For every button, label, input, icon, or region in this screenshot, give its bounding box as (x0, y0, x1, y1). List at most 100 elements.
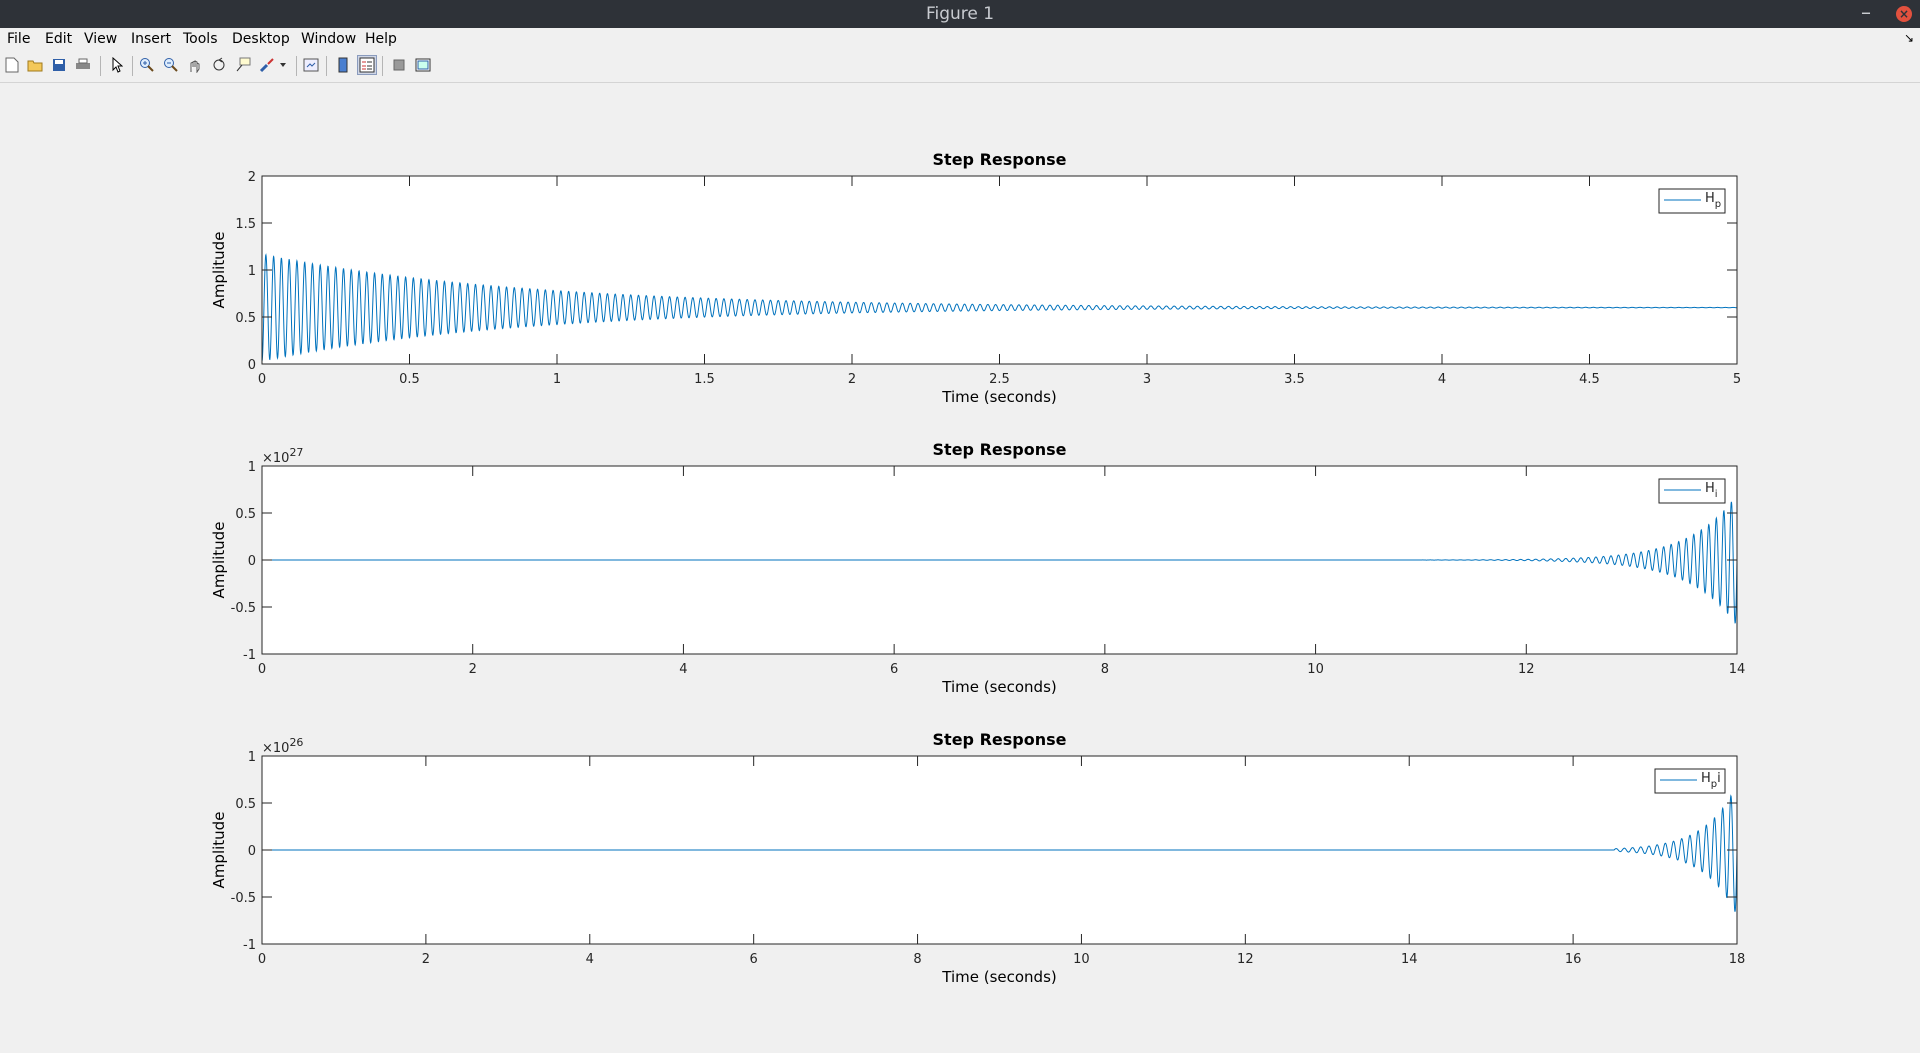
toolbar-separator (100, 56, 101, 76)
y-tick-label: 1 (248, 460, 256, 475)
x-tick-label: 12 (1237, 952, 1254, 967)
y-tick-label: -1 (243, 648, 256, 663)
menu-window[interactable]: Window (301, 31, 357, 47)
x-tick-label: 0 (258, 372, 266, 387)
y-axis-label: Amplitude (210, 232, 228, 309)
toolbar-separator (132, 56, 133, 76)
legend: Hpi (1654, 768, 1726, 794)
legend-entry-label: Hpi (1701, 771, 1721, 790)
show-plot-tools-icon[interactable] (414, 56, 432, 74)
data-cursor-icon[interactable] (234, 56, 252, 74)
x-tick-label: 5 (1733, 372, 1741, 387)
legend-label-suffix: i (1717, 771, 1721, 786)
menu-edit[interactable]: Edit (45, 31, 73, 47)
x-tick-label: 6 (750, 952, 758, 967)
subplot-1: 0 0.5 1 1.5 2 2.5 3 3.5 4 4.5 5 0 0.5 1 1.5 2 Step Respo… (210, 150, 1741, 406)
insert-legend-icon[interactable] (357, 55, 377, 75)
rotate-3d-icon[interactable] (210, 56, 228, 74)
legend-label-subscript: i (1715, 489, 1718, 500)
brush-dropdown-icon[interactable] (278, 56, 288, 74)
menu-desktop[interactable]: Desktop (232, 31, 290, 47)
menu-insert[interactable]: Insert (131, 31, 172, 47)
y-tick-label: 0 (248, 554, 256, 569)
legend-label-subscript: p (1715, 199, 1721, 210)
x-tick-label: 0 (258, 952, 266, 967)
link-plot-icon[interactable] (302, 56, 320, 74)
toolbar-separator (382, 56, 383, 76)
y-axis-label: Amplitude (210, 522, 228, 599)
y-tick-label: 0.5 (235, 797, 256, 812)
x-tick-label: 3.5 (1284, 372, 1305, 387)
exponent-base: ×10 (262, 741, 289, 756)
x-tick-label: 2 (469, 662, 477, 677)
y-exponent-label: ×1026 (262, 736, 303, 756)
insert-colorbar-icon[interactable] (334, 56, 352, 74)
legend-label-base: H (1705, 191, 1715, 206)
subplot-title: Step Response (933, 730, 1067, 749)
exponent-base: ×10 (262, 451, 289, 466)
y-exponent-label: ×1027 (262, 446, 303, 466)
save-icon[interactable] (50, 56, 68, 74)
undock-icon[interactable]: ↘ (1903, 31, 1914, 45)
open-file-icon[interactable] (26, 56, 44, 74)
legend-label-base: H (1701, 771, 1711, 786)
y-tick-label: 2 (248, 170, 256, 185)
pan-icon[interactable] (186, 56, 204, 74)
menu-tools[interactable]: Tools (183, 31, 218, 47)
x-tick-label: 4.5 (1579, 372, 1600, 387)
legend-label-base: H (1705, 481, 1715, 496)
hide-plot-tools-icon[interactable] (390, 56, 408, 74)
close-button[interactable]: × (1896, 6, 1912, 22)
x-tick-label: 18 (1729, 952, 1746, 967)
legend-entry-label: Hi (1705, 481, 1718, 500)
series-line-Hi (262, 501, 1738, 624)
window-title: Figure 1 (925, 4, 995, 24)
x-tick-label: 12 (1518, 662, 1535, 677)
exponent-power: 27 (289, 446, 303, 459)
menu-view[interactable]: View (84, 31, 118, 47)
x-tick-label: 16 (1565, 952, 1582, 967)
x-tick-label: 1 (553, 372, 561, 387)
minimize-button[interactable]: – (1861, 0, 1871, 24)
y-axis-label: Amplitude (210, 812, 228, 889)
subplot-title: Step Response (933, 440, 1067, 459)
y-tick-label: 0 (248, 844, 256, 859)
x-tick-label: 14 (1401, 952, 1418, 967)
y-tick-label: 0.5 (235, 507, 256, 522)
legend: Hp (1658, 188, 1726, 214)
series-line-Hp (261, 253, 1737, 362)
subplot-title: Step Response (933, 150, 1067, 169)
figure-toolbar (0, 50, 1920, 83)
edit-plot-icon[interactable] (108, 56, 126, 74)
y-tick-label: 0.5 (235, 311, 256, 326)
x-tick-label: 0.5 (399, 372, 420, 387)
y-tick-label: 1.5 (235, 217, 256, 232)
legend-entry-label: Hp (1705, 191, 1721, 210)
y-tick-label: -0.5 (231, 891, 256, 906)
x-tick-label: 0 (258, 662, 266, 677)
x-tick-label: 2.5 (989, 372, 1010, 387)
brush-icon[interactable] (258, 56, 276, 74)
x-axis-label: Time (seconds) (941, 388, 1057, 406)
subplot-3: 0 2 4 6 8 10 12 14 16 18 -1 -0.5 0 0.5 1 ×1026 Step Resp… (210, 730, 1745, 986)
window-titlebar: Figure 1 – × (0, 0, 1920, 28)
menu-help[interactable]: Help (365, 31, 397, 47)
y-tick-label: 1 (248, 264, 256, 279)
print-icon[interactable] (74, 56, 92, 74)
y-tick-label: 1 (248, 750, 256, 765)
zoom-out-icon[interactable] (162, 56, 180, 74)
menu-file[interactable]: File (7, 31, 31, 47)
new-figure-icon[interactable] (3, 56, 21, 74)
figure-canvas: 0 0.5 1 1.5 2 2.5 3 3.5 4 4.5 5 0 0.5 1 1.5 2 Step Respo… (210, 150, 1745, 986)
menu-bar: File Edit View Insert Tools Desktop Wind… (0, 28, 1920, 50)
series-line-Hpi (262, 794, 1738, 912)
x-axis-label: Time (seconds) (941, 968, 1057, 986)
legend-label-subscript: p (1711, 779, 1717, 790)
y-tick-label: 0 (248, 358, 256, 373)
x-tick-label: 8 (913, 952, 921, 967)
x-tick-label: 4 (586, 952, 594, 967)
zoom-in-icon[interactable] (138, 56, 156, 74)
legend-box (1654, 768, 1726, 794)
x-tick-label: 10 (1073, 952, 1090, 967)
x-tick-label: 2 (848, 372, 856, 387)
